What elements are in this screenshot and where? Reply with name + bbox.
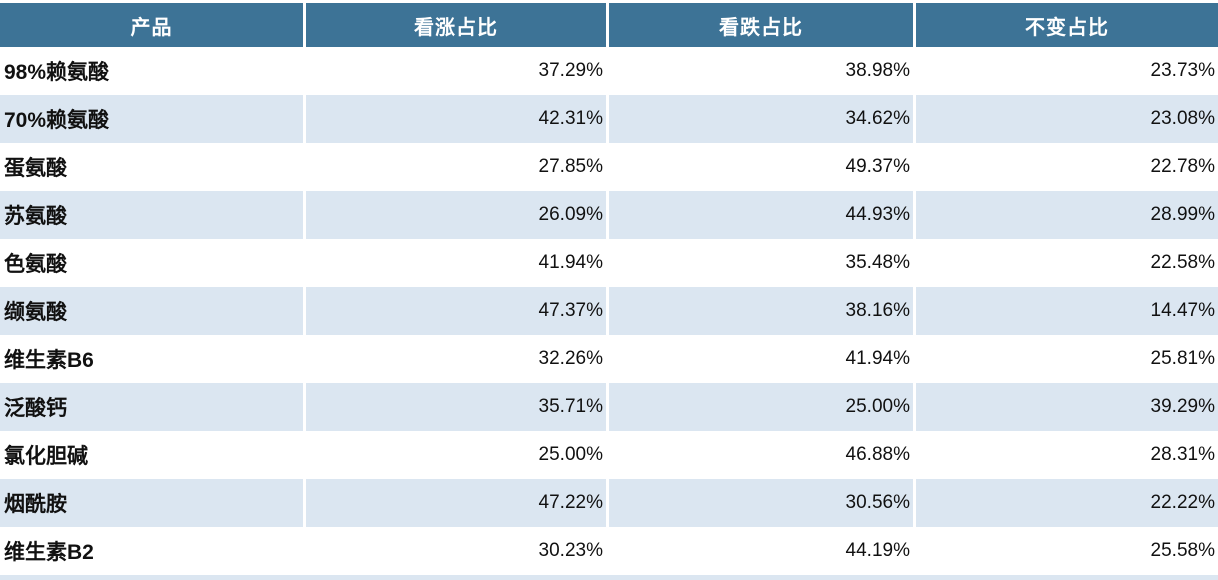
unchanged-value-cell: 28.99% (916, 191, 1218, 239)
unchanged-value-cell: 23.73% (1150, 60, 1215, 81)
table-bottom-border (0, 575, 1218, 580)
table-row: 蛋氨酸 27.85% 49.37% 22.78% (0, 143, 1218, 191)
bearish-value-cell: 25.00% (609, 383, 913, 431)
bullish-value-cell: 26.09% (306, 191, 606, 239)
table-row: 98%赖氨酸 37.29% 38.98% 23.73% (0, 47, 1218, 95)
unchanged-value-cell: 25.58% (1150, 540, 1215, 561)
column-header-bearish: 看跌占比 (609, 3, 913, 47)
product-name-cell: 色氨酸 (4, 253, 67, 276)
table-row: 烟酰胺 47.22% 30.56% 22.22% (0, 479, 1218, 527)
product-name-cell: 烟酰胺 (0, 479, 303, 527)
unchanged-value-cell: 23.08% (916, 95, 1218, 143)
table-row: 苏氨酸 26.09% 44.93% 28.99% (0, 191, 1218, 239)
bullish-value-cell: 47.37% (306, 287, 606, 335)
column-header-unchanged: 不变占比 (916, 3, 1218, 47)
bearish-value-cell: 38.16% (609, 287, 913, 335)
product-name-cell: 泛酸钙 (0, 383, 303, 431)
product-name-cell: 蛋氨酸 (4, 157, 67, 180)
table-row: 维生素B2 30.23% 44.19% 25.58% (0, 527, 1218, 575)
bearish-value-cell: 49.37% (845, 156, 910, 177)
bearish-value-cell: 38.98% (845, 60, 910, 81)
bearish-value-cell: 35.48% (845, 252, 910, 273)
product-name-cell: 缬氨酸 (0, 287, 303, 335)
bullish-value-cell: 32.26% (538, 348, 603, 369)
table-row: 氯化胆碱 25.00% 46.88% 28.31% (0, 431, 1218, 479)
unchanged-value-cell: 22.78% (1150, 156, 1215, 177)
bullish-value-cell: 27.85% (538, 156, 603, 177)
bearish-value-cell: 44.19% (845, 540, 910, 561)
unchanged-value-cell: 39.29% (916, 383, 1218, 431)
unchanged-value-cell: 14.47% (916, 287, 1218, 335)
unchanged-value-cell: 25.81% (1150, 348, 1215, 369)
table-row: 缬氨酸 47.37% 38.16% 14.47% (0, 287, 1218, 335)
table-row: 70%赖氨酸 42.31% 34.62% 23.08% (0, 95, 1218, 143)
unchanged-value-cell: 28.31% (1150, 444, 1215, 465)
product-name-cell: 维生素B6 (4, 349, 94, 372)
bullish-value-cell: 35.71% (306, 383, 606, 431)
bearish-value-cell: 41.94% (845, 348, 910, 369)
table-header-row: 产品 看涨占比 看跌占比 不变占比 (0, 3, 1218, 47)
unchanged-value-cell: 22.58% (1150, 252, 1215, 273)
bullish-value-cell: 47.22% (306, 479, 606, 527)
bullish-value-cell: 42.31% (306, 95, 606, 143)
column-header-bullish: 看涨占比 (306, 3, 606, 47)
product-name-cell: 维生素B2 (4, 541, 94, 564)
bearish-value-cell: 30.56% (609, 479, 913, 527)
product-name-cell: 70%赖氨酸 (0, 95, 303, 143)
product-name-cell: 苏氨酸 (0, 191, 303, 239)
bullish-value-cell: 30.23% (538, 540, 603, 561)
column-header-product: 产品 (0, 3, 303, 47)
table-row: 维生素B6 32.26% 41.94% 25.81% (0, 335, 1218, 383)
bearish-value-cell: 46.88% (845, 444, 910, 465)
table-row: 泛酸钙 35.71% 25.00% 39.29% (0, 383, 1218, 431)
unchanged-value-cell: 22.22% (916, 479, 1218, 527)
table-body: 98%赖氨酸 37.29% 38.98% 23.73% 70%赖氨酸 42.31… (0, 47, 1218, 575)
bullish-value-cell: 25.00% (538, 444, 603, 465)
bearish-value-cell: 44.93% (609, 191, 913, 239)
product-name-cell: 氯化胆碱 (4, 445, 88, 468)
table-row: 色氨酸 41.94% 35.48% 22.58% (0, 239, 1218, 287)
product-name-cell: 98%赖氨酸 (4, 61, 110, 84)
bullish-value-cell: 41.94% (538, 252, 603, 273)
bullish-value-cell: 37.29% (538, 60, 603, 81)
bearish-value-cell: 34.62% (609, 95, 913, 143)
